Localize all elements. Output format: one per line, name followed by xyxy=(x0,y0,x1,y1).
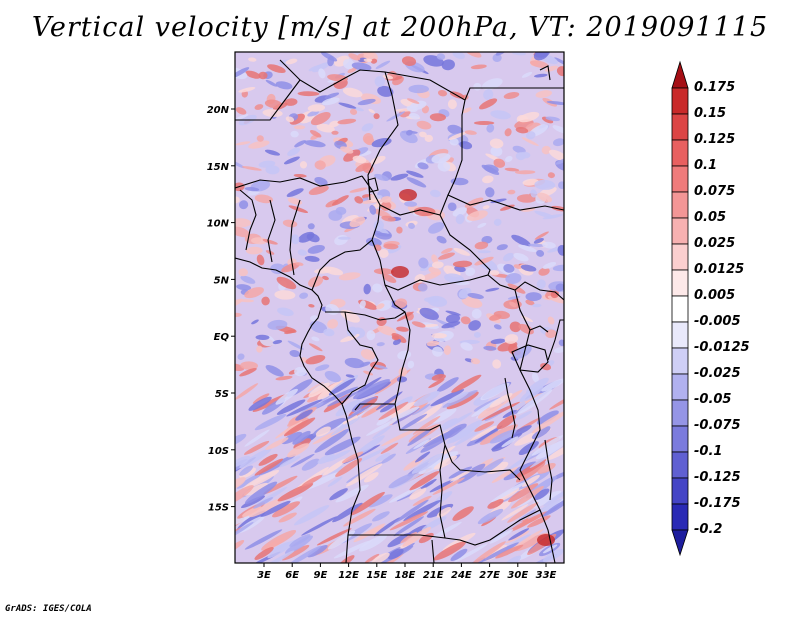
border-6 xyxy=(311,175,381,291)
border-22 xyxy=(547,319,564,361)
lon-tick-label: 12E xyxy=(338,570,359,581)
border-3 xyxy=(235,79,301,121)
border-13 xyxy=(394,403,521,481)
map-title: Vertical velocity [m/s] at 200hPa, VT: 2… xyxy=(31,12,769,43)
colorbar-label: -0.125 xyxy=(694,470,741,485)
colorbar-label: -0.2 xyxy=(694,522,723,537)
colorbar-label: -0.175 xyxy=(694,496,741,511)
border-20 xyxy=(267,199,276,263)
colorbar-segment xyxy=(671,295,689,323)
border-19 xyxy=(239,189,257,251)
colorbar-segment xyxy=(671,373,689,401)
colorbar-segment xyxy=(671,399,689,427)
border-8 xyxy=(371,239,564,301)
border-21 xyxy=(289,199,301,276)
lon-tick-label: 30E xyxy=(507,570,528,581)
border-17 xyxy=(431,539,435,563)
border-15 xyxy=(348,509,541,546)
lat-tick-label: 15N xyxy=(207,162,230,173)
lake-malawi xyxy=(544,439,553,501)
lat-tick-label: 10N xyxy=(207,219,230,230)
colorbar-label: -0.05 xyxy=(694,392,732,407)
colorbar-segment xyxy=(671,477,689,505)
colorbar-segment xyxy=(671,217,689,245)
colorbar-segment xyxy=(671,139,689,167)
lake-tanganyika xyxy=(504,377,516,439)
colorbar-label: 0.005 xyxy=(694,288,736,303)
velocity-field xyxy=(235,52,564,563)
lon-tick-label: 6E xyxy=(285,570,299,581)
lon-tick-label: 21E xyxy=(423,570,444,581)
colorbar-label: -0.075 xyxy=(694,418,741,433)
colorbar-segment xyxy=(671,87,689,115)
colorbar-label: -0.005 xyxy=(694,314,741,329)
colorbar-label: 0.05 xyxy=(694,210,727,225)
border-10 xyxy=(325,311,406,321)
colorbar-label: 0.0125 xyxy=(694,262,745,277)
lon-tick-label: 3E xyxy=(257,570,271,581)
latitude-axis: 20N 15N 10N 5N EQ 5S 10S 15S xyxy=(207,105,235,514)
colorbar-segment xyxy=(671,269,689,297)
colorbar-label: -0.1 xyxy=(694,444,723,459)
colorbar-label: 0.075 xyxy=(694,184,736,199)
colorbar-segment xyxy=(671,425,689,453)
border-5 xyxy=(464,87,564,101)
lon-tick-label: 27E xyxy=(479,570,500,581)
lon-tick-label: 18E xyxy=(395,570,416,581)
lake-chad xyxy=(367,177,379,193)
colorbar-segment xyxy=(671,451,689,479)
lon-tick-label: 9E xyxy=(314,570,328,581)
border-23 xyxy=(539,65,551,81)
border-7 xyxy=(379,194,564,216)
colorbar-segment xyxy=(671,243,689,271)
lon-tick-label: 33E xyxy=(536,570,557,581)
colorbar-segment xyxy=(671,347,689,375)
border-4 xyxy=(384,71,466,196)
lat-tick-label: 20N xyxy=(207,105,230,116)
footer-credit: GrADS: IGES/COLA xyxy=(5,604,92,614)
lat-tick-label: 15S xyxy=(208,503,229,514)
border-12 xyxy=(354,284,411,411)
lat-tick-label: 5N xyxy=(214,275,230,286)
colorbar-label: 0.025 xyxy=(694,236,736,251)
colorbar-label: 0.125 xyxy=(694,132,736,147)
colorbar-bottom-arrow xyxy=(671,529,689,557)
coastline-west xyxy=(235,257,347,416)
colorbar-segment xyxy=(671,191,689,219)
colorbar-segment xyxy=(671,165,689,193)
border-1 xyxy=(235,175,363,189)
border-16 xyxy=(439,444,446,539)
lon-tick-label: 15E xyxy=(366,570,387,581)
lon-tick-label: 24E xyxy=(451,570,472,581)
border-11 xyxy=(341,311,379,405)
lake-kyoga xyxy=(529,325,549,333)
colorbar-top-arrow xyxy=(671,60,689,89)
colorbar-label: 0.175 xyxy=(694,80,736,95)
border-9 xyxy=(439,214,491,276)
colorbar-label: 0.1 xyxy=(694,158,718,173)
country-borders xyxy=(235,59,564,563)
lake-victoria xyxy=(511,344,549,373)
colorbar-label: -0.025 xyxy=(694,366,741,381)
colorbar-segment xyxy=(671,113,689,141)
colorbar-segment xyxy=(671,503,689,531)
lat-tick-label: 10S xyxy=(208,446,229,457)
colorbar-segment xyxy=(671,321,689,349)
lat-tick-label: EQ xyxy=(214,332,230,343)
colorbar xyxy=(671,60,689,557)
map-frame xyxy=(234,51,565,564)
border-18 xyxy=(514,289,556,563)
longitude-axis: 3E 6E 9E 12E 15E 18E 21E 24E 27E 30E 33E xyxy=(257,563,557,581)
colorbar-label: -0.0125 xyxy=(694,340,750,355)
lat-tick-label: 5S xyxy=(215,389,229,400)
colorbar-label: 0.15 xyxy=(694,106,727,121)
